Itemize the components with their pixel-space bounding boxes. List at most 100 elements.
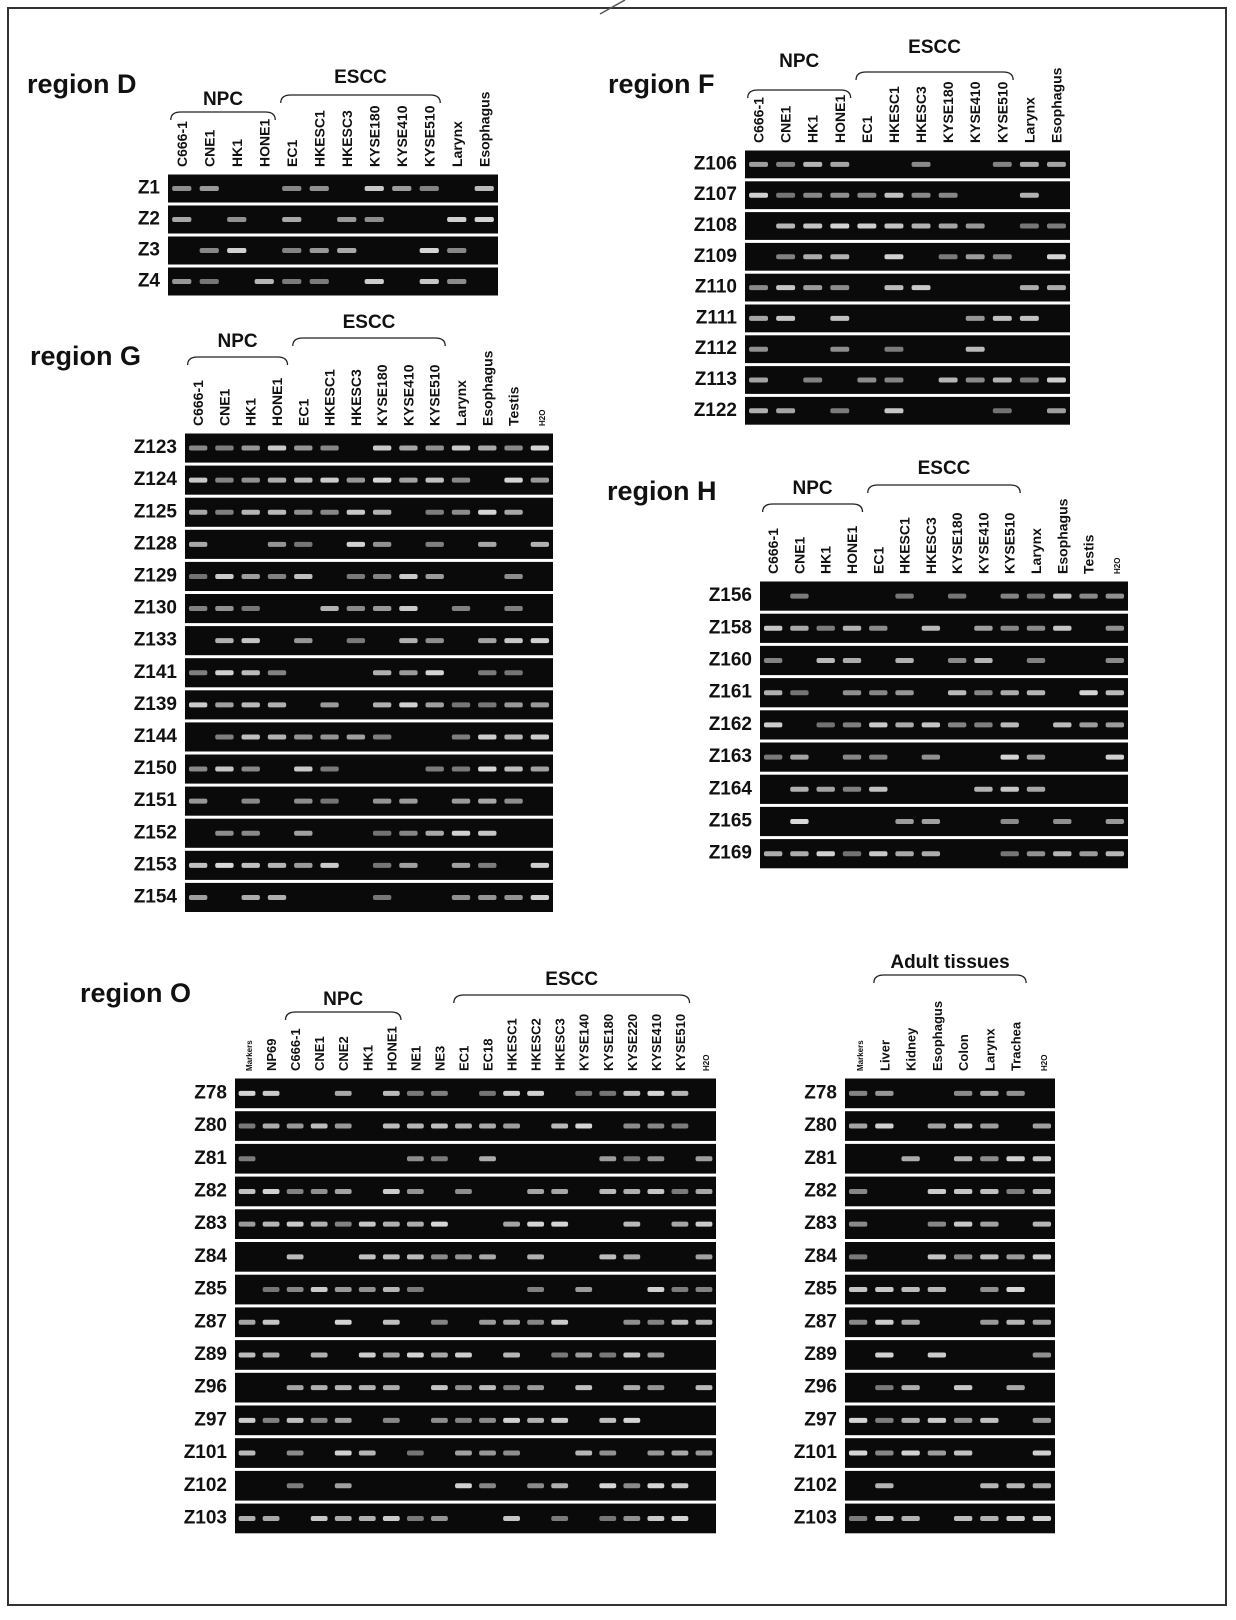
gel-band: [1020, 162, 1039, 167]
gel-band: [407, 1254, 424, 1259]
gel-band: [189, 510, 207, 515]
row-label: Z139: [134, 694, 177, 715]
gel-band: [1033, 1222, 1051, 1227]
gel-band: [1020, 316, 1039, 321]
gel-band: [1033, 1156, 1051, 1161]
column-label: EC1: [870, 547, 886, 574]
group-label: ESCC: [545, 969, 598, 990]
gel-band: [749, 193, 768, 198]
gel-band: [215, 510, 233, 515]
gel-lane-row: [235, 1079, 716, 1109]
column-label: CNE1: [216, 388, 232, 426]
gel-band: [294, 734, 312, 739]
gel-band: [407, 1222, 424, 1227]
column-label: HONE1: [384, 1026, 399, 1071]
gel-band: [1053, 819, 1071, 824]
gel-band: [849, 1451, 867, 1456]
gel-band: [455, 1124, 472, 1129]
column-label: KYSE410: [649, 1014, 664, 1071]
gel-band: [239, 1222, 256, 1227]
gel-band: [1033, 1516, 1051, 1521]
gel-band: [790, 755, 808, 760]
gel-band: [1033, 1320, 1051, 1325]
figure: region DNPCESCCC666-1CNE1HK1HONE1EC1HKES…: [0, 0, 1236, 1615]
gel-band: [255, 279, 274, 284]
row-label: Z82: [804, 1180, 837, 1201]
gel-lane-row: [185, 819, 553, 848]
gel-band: [901, 1451, 919, 1456]
gel-band: [647, 1189, 664, 1194]
gel-band: [287, 1124, 304, 1129]
gel-band: [849, 1320, 867, 1325]
gel-band: [242, 478, 260, 483]
gel-band: [980, 1222, 998, 1227]
gel-band: [830, 224, 849, 229]
gel-band: [1001, 594, 1019, 599]
gel-band: [993, 316, 1012, 321]
gel-band: [399, 638, 417, 643]
column-label: KYSE220: [625, 1014, 640, 1071]
gel-band: [817, 722, 835, 727]
row-label: Z82: [194, 1180, 227, 1201]
gel-band: [980, 1516, 998, 1521]
gel-band: [599, 1189, 616, 1194]
gel-band: [239, 1418, 256, 1423]
gel-band: [447, 279, 466, 284]
gel-band: [242, 895, 260, 900]
gel-band: [980, 1091, 998, 1096]
gel-band: [901, 1516, 919, 1521]
gel-band: [869, 787, 887, 792]
gel-band: [263, 1352, 280, 1357]
column-label: HKESC1: [505, 1018, 520, 1071]
gel-band: [383, 1418, 400, 1423]
column-label: Markers: [245, 1040, 254, 1071]
gel-band: [373, 863, 391, 868]
gel-lane-row: [235, 1144, 716, 1174]
gel-band: [200, 279, 219, 284]
row-label: Z128: [134, 533, 177, 554]
gel-band: [527, 1320, 544, 1325]
group-label: ESCC: [343, 312, 396, 333]
gel-band: [954, 1091, 972, 1096]
gel-band: [320, 446, 338, 451]
row-label: Z87: [804, 1311, 837, 1332]
row-label: Z103: [184, 1507, 227, 1528]
gel-band: [239, 1516, 256, 1521]
gel-band: [948, 690, 966, 695]
gel-band: [843, 690, 861, 695]
row-label: Z3: [138, 240, 160, 261]
gel-band: [790, 819, 808, 824]
gel-band: [1006, 1189, 1024, 1194]
gel-band: [966, 224, 985, 229]
gel-band: [875, 1451, 893, 1456]
gel-lane-row: [185, 851, 553, 880]
row-label: Z97: [804, 1409, 837, 1430]
column-label: KYSE510: [421, 105, 437, 167]
gel-band: [172, 279, 191, 284]
gel-band: [504, 767, 522, 772]
gel-band: [939, 224, 958, 229]
gel-band: [1006, 1156, 1024, 1161]
row-label: Z153: [134, 854, 177, 875]
row-label: Z156: [709, 585, 752, 606]
gel-band: [242, 767, 260, 772]
row-label: Z85: [804, 1279, 837, 1300]
gel-band: [335, 1222, 352, 1227]
gel-band: [320, 702, 338, 707]
gel-band: [599, 1516, 616, 1521]
gel-band: [1033, 1189, 1051, 1194]
gel-band: [399, 606, 417, 611]
gel-band: [974, 626, 992, 631]
column-label: HK1: [229, 139, 245, 167]
gel-band: [503, 1222, 520, 1227]
row-label: Z89: [194, 1344, 227, 1365]
gel-band: [749, 347, 768, 352]
gel-band: [527, 1418, 544, 1423]
gel-band: [849, 1418, 867, 1423]
gel-band: [551, 1516, 568, 1521]
gel-band: [527, 1385, 544, 1390]
gel-lane-row: [235, 1438, 716, 1468]
gel-band: [475, 217, 494, 222]
gel-band: [337, 248, 356, 253]
gel-band: [527, 1222, 544, 1227]
